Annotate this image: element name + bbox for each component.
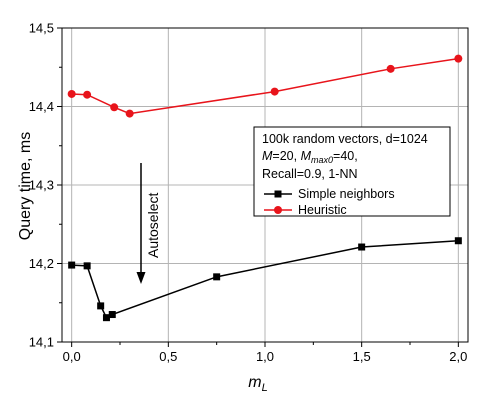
data-point-heuristic bbox=[454, 54, 463, 63]
data-point-simple-neighbors bbox=[108, 311, 116, 319]
x-tick-label: 0,0 bbox=[63, 349, 81, 364]
data-point-simple-neighbors bbox=[454, 237, 462, 245]
x-tick-label: 2,0 bbox=[449, 349, 467, 364]
legend-heuristic-marker bbox=[274, 206, 282, 214]
legend-line-1: 100k random vectors, d=1024 bbox=[262, 132, 428, 146]
autoselect-annotation: Autoselect bbox=[136, 163, 161, 284]
data-point-simple-neighbors bbox=[358, 243, 366, 251]
legend-heuristic-label: Heuristic bbox=[298, 203, 347, 217]
legend-mmax-subscript: max0 bbox=[311, 155, 333, 165]
data-point-simple-neighbors bbox=[102, 314, 110, 322]
x-tick-label: 1,5 bbox=[353, 349, 371, 364]
data-point-heuristic bbox=[83, 90, 92, 99]
ticks: 0,0 0,5 1,0 1,5 2,0 14,1 14,2 14,3 14,4 14,5 bbox=[29, 21, 468, 365]
x-tick-label: 1,0 bbox=[256, 349, 274, 364]
y-tick-label: 14,5 bbox=[29, 21, 54, 36]
x-axis-title-sub: L bbox=[262, 382, 268, 394]
y-tick-label: 14,1 bbox=[29, 335, 54, 350]
data-point-heuristic bbox=[386, 64, 395, 73]
data-point-heuristic bbox=[67, 89, 76, 98]
data-point-heuristic bbox=[110, 103, 119, 112]
series-layer bbox=[67, 54, 463, 322]
autoselect-label: Autoselect bbox=[145, 193, 161, 258]
y-tick-label: 14,4 bbox=[29, 99, 54, 114]
legend-mmax-symbol: M bbox=[301, 149, 312, 163]
data-point-simple-neighbors bbox=[97, 302, 105, 310]
legend-mmax-value: =40, bbox=[333, 149, 358, 163]
legend-box bbox=[253, 126, 451, 217]
x-tick-label: 0,5 bbox=[159, 349, 177, 364]
legend-line-3: Recall=0.9, 1-NN bbox=[262, 167, 358, 181]
y-tick-label: 14,2 bbox=[29, 256, 54, 271]
y-axis-title: Query time, ms bbox=[17, 132, 34, 240]
y-tick-label: 14,3 bbox=[29, 178, 54, 193]
data-point-simple-neighbors bbox=[83, 262, 91, 270]
data-point-heuristic bbox=[125, 109, 134, 118]
autoselect-arrow-head bbox=[136, 272, 146, 284]
legend-m-symbol: M bbox=[262, 149, 273, 163]
legend: 100k random vectors, d=1024 M=20, Mmax0=… bbox=[253, 126, 451, 217]
data-point-heuristic bbox=[270, 87, 279, 96]
legend-line-2: M=20, Mmax0=40, bbox=[262, 149, 358, 165]
x-axis-title-main: m bbox=[248, 374, 261, 391]
legend-simple-marker bbox=[274, 190, 282, 198]
data-point-simple-neighbors bbox=[213, 273, 221, 281]
legend-simple-label: Simple neighbors bbox=[298, 187, 395, 201]
legend-m-value: =20, bbox=[272, 149, 300, 163]
x-axis-title: mL bbox=[248, 374, 267, 394]
data-point-simple-neighbors bbox=[68, 261, 76, 269]
